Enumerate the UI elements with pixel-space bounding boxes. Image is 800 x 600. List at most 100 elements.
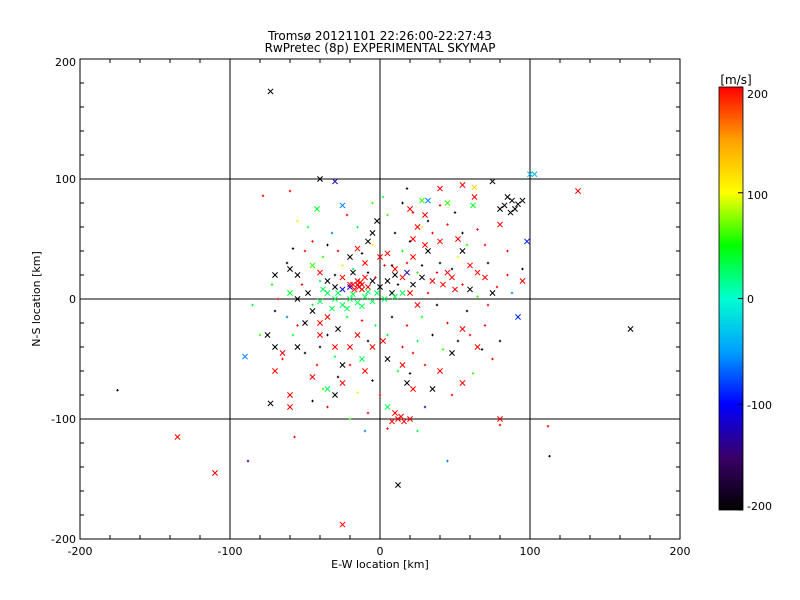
data-point-cross bbox=[309, 374, 316, 380]
data-point-plus bbox=[378, 393, 382, 397]
data-point-cross bbox=[332, 284, 338, 290]
data-point-cross bbox=[324, 290, 331, 296]
data-point-plus bbox=[510, 291, 514, 295]
data-point-cross bbox=[512, 206, 518, 212]
data-point-plus bbox=[360, 252, 364, 255]
data-point-cross bbox=[395, 482, 401, 488]
data-point-plus bbox=[261, 194, 265, 197]
data-point-plus bbox=[408, 240, 412, 243]
data-point-plus bbox=[495, 285, 499, 289]
data-point-plus bbox=[366, 271, 370, 274]
data-point-plus bbox=[291, 247, 295, 250]
data-point-cross bbox=[410, 386, 416, 392]
data-point-cross bbox=[414, 302, 421, 308]
data-point-cross bbox=[329, 305, 335, 312]
data-point-cross bbox=[425, 197, 431, 204]
data-point-cross bbox=[339, 521, 346, 528]
data-point-plus bbox=[321, 255, 325, 259]
data-point-cross bbox=[470, 202, 476, 209]
data-point-cross bbox=[354, 332, 361, 338]
data-point-cross bbox=[467, 262, 473, 269]
data-point-plus bbox=[405, 261, 409, 265]
x-tick-labels: -200 -100 0 100 200 bbox=[68, 545, 691, 558]
chart-title: Tromsø 20121101 22:26:00-22:27:43 bbox=[267, 29, 492, 43]
data-point-plus bbox=[315, 363, 319, 367]
data-point-cross bbox=[317, 332, 323, 338]
data-point-cross bbox=[287, 290, 293, 296]
data-point-cross bbox=[449, 274, 455, 281]
data-point-plus bbox=[456, 339, 460, 343]
y-tick-labels: -200 -100 0 100 200 bbox=[51, 56, 76, 546]
data-point-plus bbox=[326, 243, 329, 247]
data-point-plus bbox=[363, 429, 367, 433]
data-point-cross bbox=[354, 245, 361, 252]
data-point-cross bbox=[440, 281, 446, 288]
data-point-cross bbox=[404, 380, 410, 386]
data-point-plus bbox=[548, 455, 551, 458]
data-point-cross bbox=[455, 236, 461, 242]
data-point-plus bbox=[438, 261, 442, 265]
data-point-cross bbox=[369, 278, 376, 284]
data-point-plus bbox=[345, 315, 349, 319]
data-point-cross bbox=[515, 314, 521, 320]
data-point-cross bbox=[354, 299, 361, 306]
data-point-plus bbox=[251, 303, 254, 307]
data-point-plus bbox=[465, 309, 469, 313]
data-point-cross bbox=[279, 350, 286, 356]
data-point-plus bbox=[270, 283, 274, 286]
data-point-cross bbox=[344, 305, 350, 312]
data-point-cross bbox=[294, 344, 301, 350]
data-point-cross bbox=[459, 326, 466, 332]
data-point-cross bbox=[377, 284, 383, 290]
data-point-cross bbox=[437, 185, 443, 192]
data-point-cross bbox=[339, 380, 346, 386]
data-point-cross bbox=[317, 269, 323, 276]
y-tick-label: -100 bbox=[51, 413, 76, 426]
data-point-cross bbox=[467, 286, 473, 293]
data-point-cross bbox=[324, 278, 331, 284]
data-point-plus bbox=[461, 283, 464, 286]
data-point-cross bbox=[410, 236, 416, 242]
data-point-cross bbox=[267, 400, 274, 407]
data-point-cross bbox=[362, 368, 368, 374]
data-point-cross bbox=[332, 178, 338, 185]
data-point-cross bbox=[347, 344, 353, 350]
data-point-plus bbox=[326, 405, 329, 409]
y-tick-label: 100 bbox=[55, 173, 76, 186]
data-point-plus bbox=[291, 333, 295, 337]
data-point-plus bbox=[446, 223, 449, 226]
data-point-cross bbox=[359, 356, 365, 362]
data-point-plus bbox=[401, 249, 404, 253]
data-point-plus bbox=[341, 264, 344, 267]
data-point-plus bbox=[405, 324, 409, 327]
data-point-plus bbox=[281, 357, 284, 361]
data-point-plus bbox=[491, 357, 494, 361]
data-point-cross bbox=[399, 290, 406, 296]
data-point-cross bbox=[351, 286, 358, 293]
data-point-cross bbox=[414, 224, 421, 230]
data-point-cross bbox=[365, 288, 371, 295]
data-points bbox=[116, 88, 634, 528]
x-tick-label: 200 bbox=[670, 545, 691, 558]
data-point-cross bbox=[459, 248, 466, 254]
data-point-cross bbox=[335, 326, 341, 332]
data-point-cross bbox=[362, 260, 368, 266]
data-point-plus bbox=[285, 315, 289, 319]
data-point-cross bbox=[362, 274, 368, 281]
data-point-plus bbox=[450, 393, 454, 397]
data-point-cross bbox=[272, 344, 278, 350]
data-point-cross bbox=[425, 248, 431, 254]
data-point-cross bbox=[332, 344, 338, 350]
data-point-plus bbox=[461, 231, 464, 235]
data-point-cross bbox=[627, 326, 634, 332]
y-tick-label: 0 bbox=[69, 293, 76, 306]
data-point-cross bbox=[437, 368, 443, 374]
data-point-plus bbox=[273, 309, 277, 313]
data-point-plus bbox=[426, 291, 430, 295]
data-point-cross bbox=[519, 278, 526, 284]
data-point-cross bbox=[317, 320, 323, 326]
grid-lines bbox=[80, 59, 680, 539]
colorbar: [m/s] 200 100 0 -100 -200 bbox=[718, 73, 772, 513]
data-point-cross bbox=[347, 296, 353, 302]
data-point-cross bbox=[524, 238, 530, 245]
